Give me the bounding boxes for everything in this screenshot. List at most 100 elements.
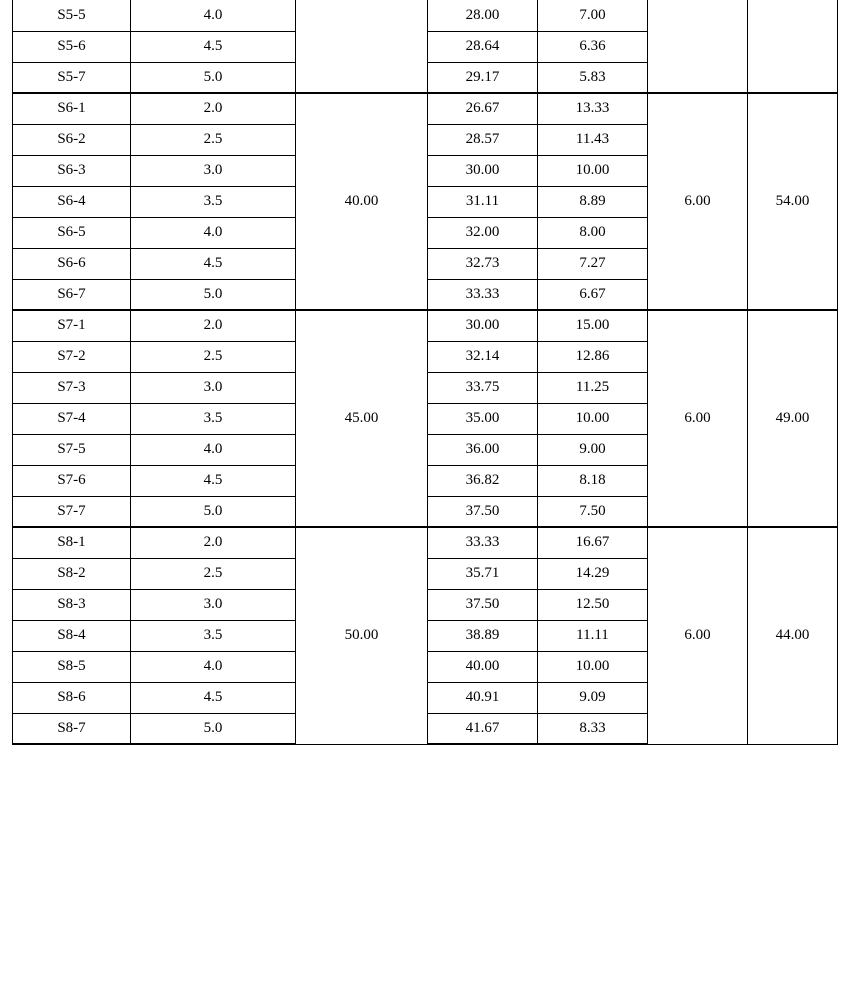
cell-c2: 2.5 — [131, 124, 296, 155]
cell-c2: 3.5 — [131, 620, 296, 651]
cell-c7-merged: 49.00 — [748, 310, 838, 527]
cell-c5: 9.09 — [538, 682, 648, 713]
cell-c5: 6.36 — [538, 31, 648, 62]
cell-c2: 2.0 — [131, 527, 296, 558]
cell-c2: 5.0 — [131, 713, 296, 744]
cell-c7-merged: 54.00 — [748, 93, 838, 310]
table-row: S7-12.045.0030.0015.006.0049.00 — [13, 310, 838, 341]
cell-c4: 33.33 — [428, 279, 538, 310]
cell-c2: 3.5 — [131, 186, 296, 217]
cell-c5: 10.00 — [538, 403, 648, 434]
cell-id: S6-2 — [13, 124, 131, 155]
cell-c3-merged: 45.00 — [296, 310, 428, 527]
cell-c4: 29.17 — [428, 62, 538, 93]
table-row: S5-54.028.007.00 — [13, 0, 838, 31]
cell-c5: 12.50 — [538, 589, 648, 620]
cell-c6-merged: 6.00 — [648, 310, 748, 527]
cell-id: S7-4 — [13, 403, 131, 434]
cell-c4: 33.33 — [428, 527, 538, 558]
cell-c4: 33.75 — [428, 372, 538, 403]
cell-c3-merged — [296, 0, 428, 93]
cell-c3-merged: 50.00 — [296, 527, 428, 744]
cell-c4: 37.50 — [428, 589, 538, 620]
cell-c7-merged: 44.00 — [748, 527, 838, 744]
cell-c4: 28.64 — [428, 31, 538, 62]
cell-c5: 6.67 — [538, 279, 648, 310]
cell-c6-merged: 6.00 — [648, 93, 748, 310]
cell-c5: 8.33 — [538, 713, 648, 744]
cell-c4: 36.00 — [428, 434, 538, 465]
cell-c4: 32.14 — [428, 341, 538, 372]
cell-c4: 30.00 — [428, 155, 538, 186]
cell-c2: 3.0 — [131, 372, 296, 403]
cell-id: S6-3 — [13, 155, 131, 186]
cell-id: S8-1 — [13, 527, 131, 558]
cell-c2: 4.5 — [131, 682, 296, 713]
cell-c4: 37.50 — [428, 496, 538, 527]
cell-id: S7-1 — [13, 310, 131, 341]
cell-c5: 13.33 — [538, 93, 648, 124]
data-table: S5-54.028.007.00S5-64.528.646.36S5-75.02… — [12, 0, 838, 745]
cell-c4: 35.00 — [428, 403, 538, 434]
cell-id: S6-5 — [13, 217, 131, 248]
cell-c4: 28.57 — [428, 124, 538, 155]
cell-id: S7-5 — [13, 434, 131, 465]
cell-c5: 11.25 — [538, 372, 648, 403]
cell-id: S8-3 — [13, 589, 131, 620]
cell-c5: 12.86 — [538, 341, 648, 372]
cell-c4: 28.00 — [428, 0, 538, 31]
table-row: S8-12.050.0033.3316.676.0044.00 — [13, 527, 838, 558]
cell-id: S6-7 — [13, 279, 131, 310]
cell-id: S7-6 — [13, 465, 131, 496]
cell-c5: 15.00 — [538, 310, 648, 341]
cell-c2: 2.5 — [131, 341, 296, 372]
cell-c5: 5.83 — [538, 62, 648, 93]
cell-id: S6-4 — [13, 186, 131, 217]
cell-c2: 2.5 — [131, 558, 296, 589]
cell-c5: 10.00 — [538, 651, 648, 682]
cell-id: S8-2 — [13, 558, 131, 589]
cell-c7-merged — [748, 0, 838, 93]
cell-c4: 41.67 — [428, 713, 538, 744]
cell-c2: 5.0 — [131, 496, 296, 527]
table-row: S6-12.040.0026.6713.336.0054.00 — [13, 93, 838, 124]
cell-id: S5-5 — [13, 0, 131, 31]
cell-c4: 30.00 — [428, 310, 538, 341]
cell-c5: 7.27 — [538, 248, 648, 279]
cell-id: S7-3 — [13, 372, 131, 403]
cell-id: S8-6 — [13, 682, 131, 713]
cell-c2: 2.0 — [131, 310, 296, 341]
cell-c5: 8.00 — [538, 217, 648, 248]
cell-c5: 16.67 — [538, 527, 648, 558]
cell-c2: 4.5 — [131, 248, 296, 279]
cell-c2: 5.0 — [131, 279, 296, 310]
cell-c2: 4.5 — [131, 465, 296, 496]
cell-id: S8-7 — [13, 713, 131, 744]
cell-c2: 4.5 — [131, 31, 296, 62]
cell-id: S7-7 — [13, 496, 131, 527]
cell-id: S7-2 — [13, 341, 131, 372]
cell-c6-merged: 6.00 — [648, 527, 748, 744]
cell-c5: 11.11 — [538, 620, 648, 651]
cell-c3-merged: 40.00 — [296, 93, 428, 310]
cell-c4: 40.00 — [428, 651, 538, 682]
cell-c5: 9.00 — [538, 434, 648, 465]
cell-c4: 35.71 — [428, 558, 538, 589]
cell-c2: 4.0 — [131, 0, 296, 31]
cell-c4: 32.73 — [428, 248, 538, 279]
cell-c4: 26.67 — [428, 93, 538, 124]
cell-c2: 4.0 — [131, 651, 296, 682]
cell-c2: 3.0 — [131, 155, 296, 186]
cell-id: S6-1 — [13, 93, 131, 124]
cell-id: S6-6 — [13, 248, 131, 279]
cell-c5: 10.00 — [538, 155, 648, 186]
cell-c2: 2.0 — [131, 93, 296, 124]
cell-c4: 31.11 — [428, 186, 538, 217]
cell-c4: 32.00 — [428, 217, 538, 248]
cell-c4: 36.82 — [428, 465, 538, 496]
cell-id: S8-5 — [13, 651, 131, 682]
cell-c2: 5.0 — [131, 62, 296, 93]
cell-id: S8-4 — [13, 620, 131, 651]
cell-id: S5-6 — [13, 31, 131, 62]
cell-c6-merged — [648, 0, 748, 93]
